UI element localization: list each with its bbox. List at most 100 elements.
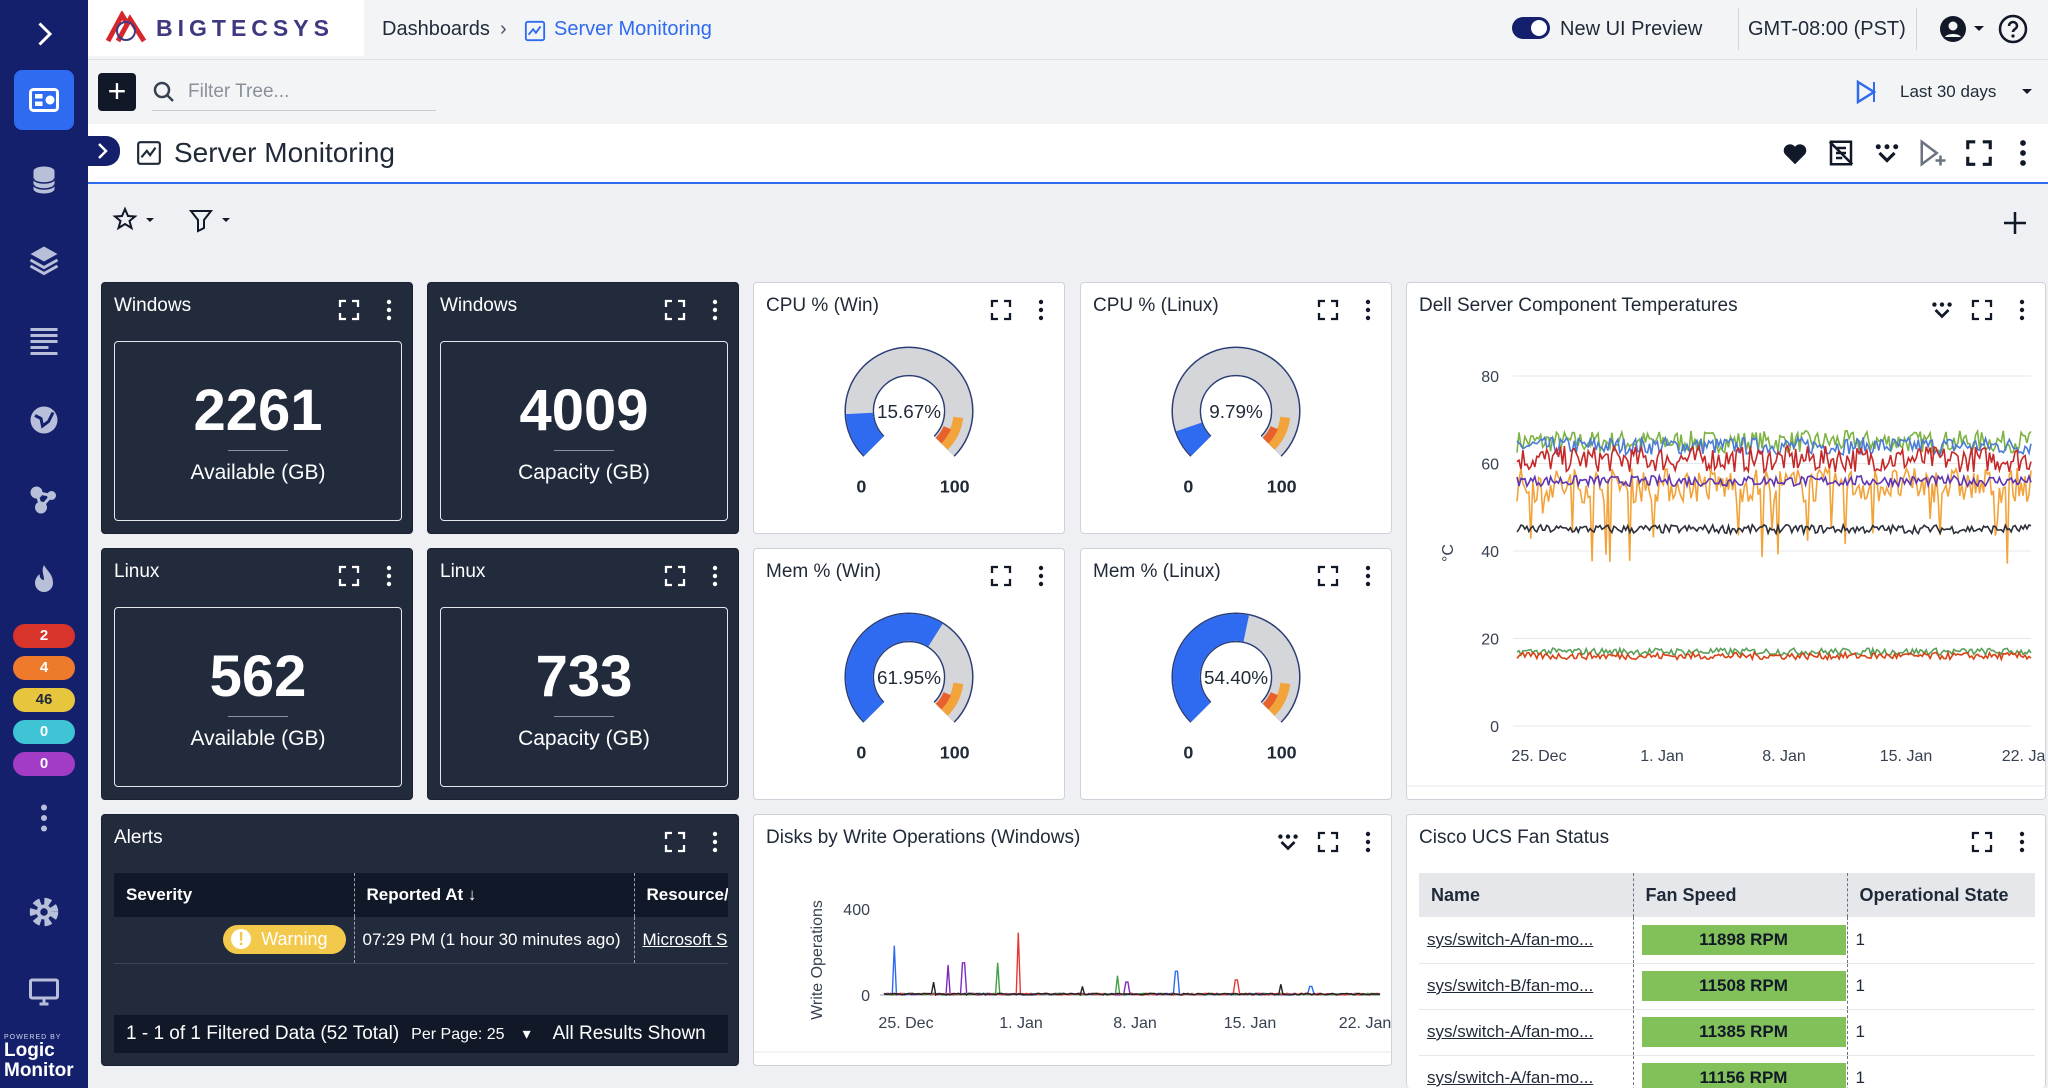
fan-name-link[interactable]: sys/switch-A/fan-mo...: [1419, 1009, 1634, 1056]
nav-layers-icon[interactable]: [14, 230, 74, 290]
play-add-icon[interactable]: [1916, 136, 1950, 170]
alert-count-error[interactable]: 4: [13, 656, 75, 680]
nav-topology-icon[interactable]: [14, 470, 74, 530]
favorite-heart-icon[interactable]: [1778, 136, 1812, 170]
fullscreen-icon[interactable]: [1969, 297, 1995, 323]
column-header-name[interactable]: Name: [1419, 873, 1634, 917]
column-header-severity[interactable]: Severity: [114, 873, 355, 917]
gauge-value-arc: [845, 614, 943, 722]
fullscreen-icon[interactable]: [662, 829, 688, 855]
timezone-label[interactable]: GMT-08:00 (PST): [1748, 18, 1906, 40]
big-number-unit: Available (GB): [190, 727, 326, 750]
fullscreen-icon[interactable]: [336, 297, 362, 323]
nav-logs-icon[interactable]: [14, 310, 74, 370]
column-header-resource[interactable]: Resource/: [634, 873, 728, 917]
more-vertical-icon[interactable]: [1355, 829, 1381, 855]
fullscreen-icon[interactable]: [1315, 829, 1341, 855]
x-tick-label: 15. Jan: [1880, 748, 1932, 765]
fan-speed-bar: 11898 RPM: [1641, 924, 1846, 955]
x-tick-label: 25. Dec: [878, 1015, 933, 1032]
nav-resources-icon[interactable]: [14, 150, 74, 210]
more-vertical-icon[interactable]: [1355, 563, 1381, 589]
more-vertical-icon[interactable]: [1028, 297, 1054, 323]
x-tick-label: 8. Jan: [1762, 748, 1806, 765]
nav-settings-icon[interactable]: [14, 882, 74, 942]
more-vertical-icon[interactable]: [1355, 297, 1381, 323]
more-vertical-icon[interactable]: [2009, 297, 2035, 323]
new-ui-toggle[interactable]: [1512, 17, 1550, 39]
table-row[interactable]: sys/switch-A/fan-mo... 11898 RPM 1: [1419, 917, 2035, 964]
expand-nav-icon[interactable]: [14, 4, 74, 64]
per-page-select[interactable]: Per Page: 25 ▾: [411, 1026, 531, 1043]
collapse-lines-icon[interactable]: [1275, 829, 1301, 855]
breadcrumb-current[interactable]: Server Monitoring: [554, 18, 712, 40]
brand-logo[interactable]: BIGTECSYS: [88, 0, 364, 56]
fullscreen-icon[interactable]: [988, 297, 1014, 323]
no-data-icon[interactable]: [1824, 136, 1858, 170]
chevron-right-icon: [98, 143, 108, 159]
add-widget-plus-icon[interactable]: [2000, 208, 2030, 243]
more-vertical-icon[interactable]: [2009, 829, 2035, 855]
widget-title: Linux: [440, 561, 486, 582]
fullscreen-icon[interactable]: [336, 563, 362, 589]
alert-count-critical[interactable]: 2: [13, 624, 75, 648]
more-vertical-icon[interactable]: [702, 563, 728, 589]
collapse-lines-icon[interactable]: [1929, 297, 1955, 323]
column-header-operational-state[interactable]: Operational State: [1847, 873, 2035, 917]
fan-name-link[interactable]: sys/switch-A/fan-mo...: [1419, 917, 1634, 964]
gauge-chart: 15.67% 0 100: [844, 346, 974, 497]
breadcrumb-dashboards[interactable]: Dashboards: [382, 18, 490, 40]
fan-name-link[interactable]: sys/switch-A/fan-mo...: [1419, 1055, 1634, 1088]
alert-count-warning[interactable]: 46: [13, 688, 75, 712]
more-vertical-icon[interactable]: [376, 563, 402, 589]
fullscreen-icon[interactable]: [1969, 829, 1995, 855]
table-row[interactable]: sys/switch-A/fan-mo... 11156 RPM 1: [1419, 1055, 2035, 1088]
fullscreen-icon[interactable]: [1315, 563, 1341, 589]
dashboard-filter-row: [88, 184, 2048, 274]
help-icon[interactable]: [1998, 14, 2028, 49]
more-vertical-icon[interactable]: [376, 297, 402, 323]
x-tick-label: 8. Jan: [1113, 1015, 1157, 1032]
tokens-filter-icon[interactable]: [188, 206, 236, 241]
collapse-all-icon[interactable]: [1870, 136, 1904, 170]
time-range-selector[interactable]: Last 30 days: [1854, 74, 2034, 110]
fan-name-link[interactable]: sys/switch-B/fan-mo...: [1419, 963, 1634, 1010]
fullscreen-icon[interactable]: [1315, 297, 1341, 323]
alert-count-other[interactable]: 0: [13, 752, 75, 776]
table-row[interactable]: ! Warning 07:29 PM (1 hour 30 minutes ago…: [114, 917, 728, 964]
severity-badge: ! Warning: [223, 925, 346, 955]
table-row[interactable]: sys/switch-A/fan-mo... 11385 RPM 1: [1419, 1009, 2035, 1056]
column-header-reported-at[interactable]: Reported At ↓: [354, 873, 635, 917]
gauge-max-label: 100: [1267, 477, 1297, 497]
favorite-filter-star-icon[interactable]: [112, 206, 160, 241]
nav-more-icon[interactable]: [14, 788, 74, 848]
more-vertical-icon[interactable]: [2006, 136, 2040, 170]
big-number-value: 562: [209, 644, 307, 709]
expand-tree-button[interactable]: [88, 136, 120, 166]
divider: [228, 450, 288, 451]
user-account-icon[interactable]: [1938, 14, 1990, 49]
nav-alerts-fire-icon[interactable]: [14, 550, 74, 610]
big-number-unit: Capacity (GB): [518, 461, 650, 484]
table-row[interactable]: sys/switch-B/fan-mo... 11508 RPM 1: [1419, 963, 2035, 1010]
nav-monitor-icon[interactable]: [14, 962, 74, 1022]
fullscreen-icon[interactable]: [1962, 136, 1996, 170]
column-header-fan-speed[interactable]: Fan Speed: [1633, 873, 1848, 917]
nav-websites-icon[interactable]: [14, 390, 74, 450]
fullscreen-icon[interactable]: [662, 563, 688, 589]
filter-tree-input[interactable]: [188, 80, 418, 103]
nav-dashboards-icon[interactable]: [14, 70, 74, 130]
more-vertical-icon[interactable]: [702, 829, 728, 855]
big-number-value: 733: [535, 644, 633, 709]
alert-count-info[interactable]: 0: [13, 720, 75, 744]
more-vertical-icon[interactable]: [1028, 563, 1054, 589]
temperature-series-line: [1516, 428, 2032, 455]
resource-link[interactable]: Microsoft S: [634, 917, 728, 964]
operational-state-cell: 1: [1847, 917, 2035, 964]
gauge-warning-band: [1267, 416, 1291, 450]
fullscreen-icon[interactable]: [662, 297, 688, 323]
widget-title: Windows: [440, 295, 518, 316]
more-vertical-icon[interactable]: [702, 297, 728, 323]
fullscreen-icon[interactable]: [988, 563, 1014, 589]
add-button[interactable]: +: [98, 73, 136, 111]
